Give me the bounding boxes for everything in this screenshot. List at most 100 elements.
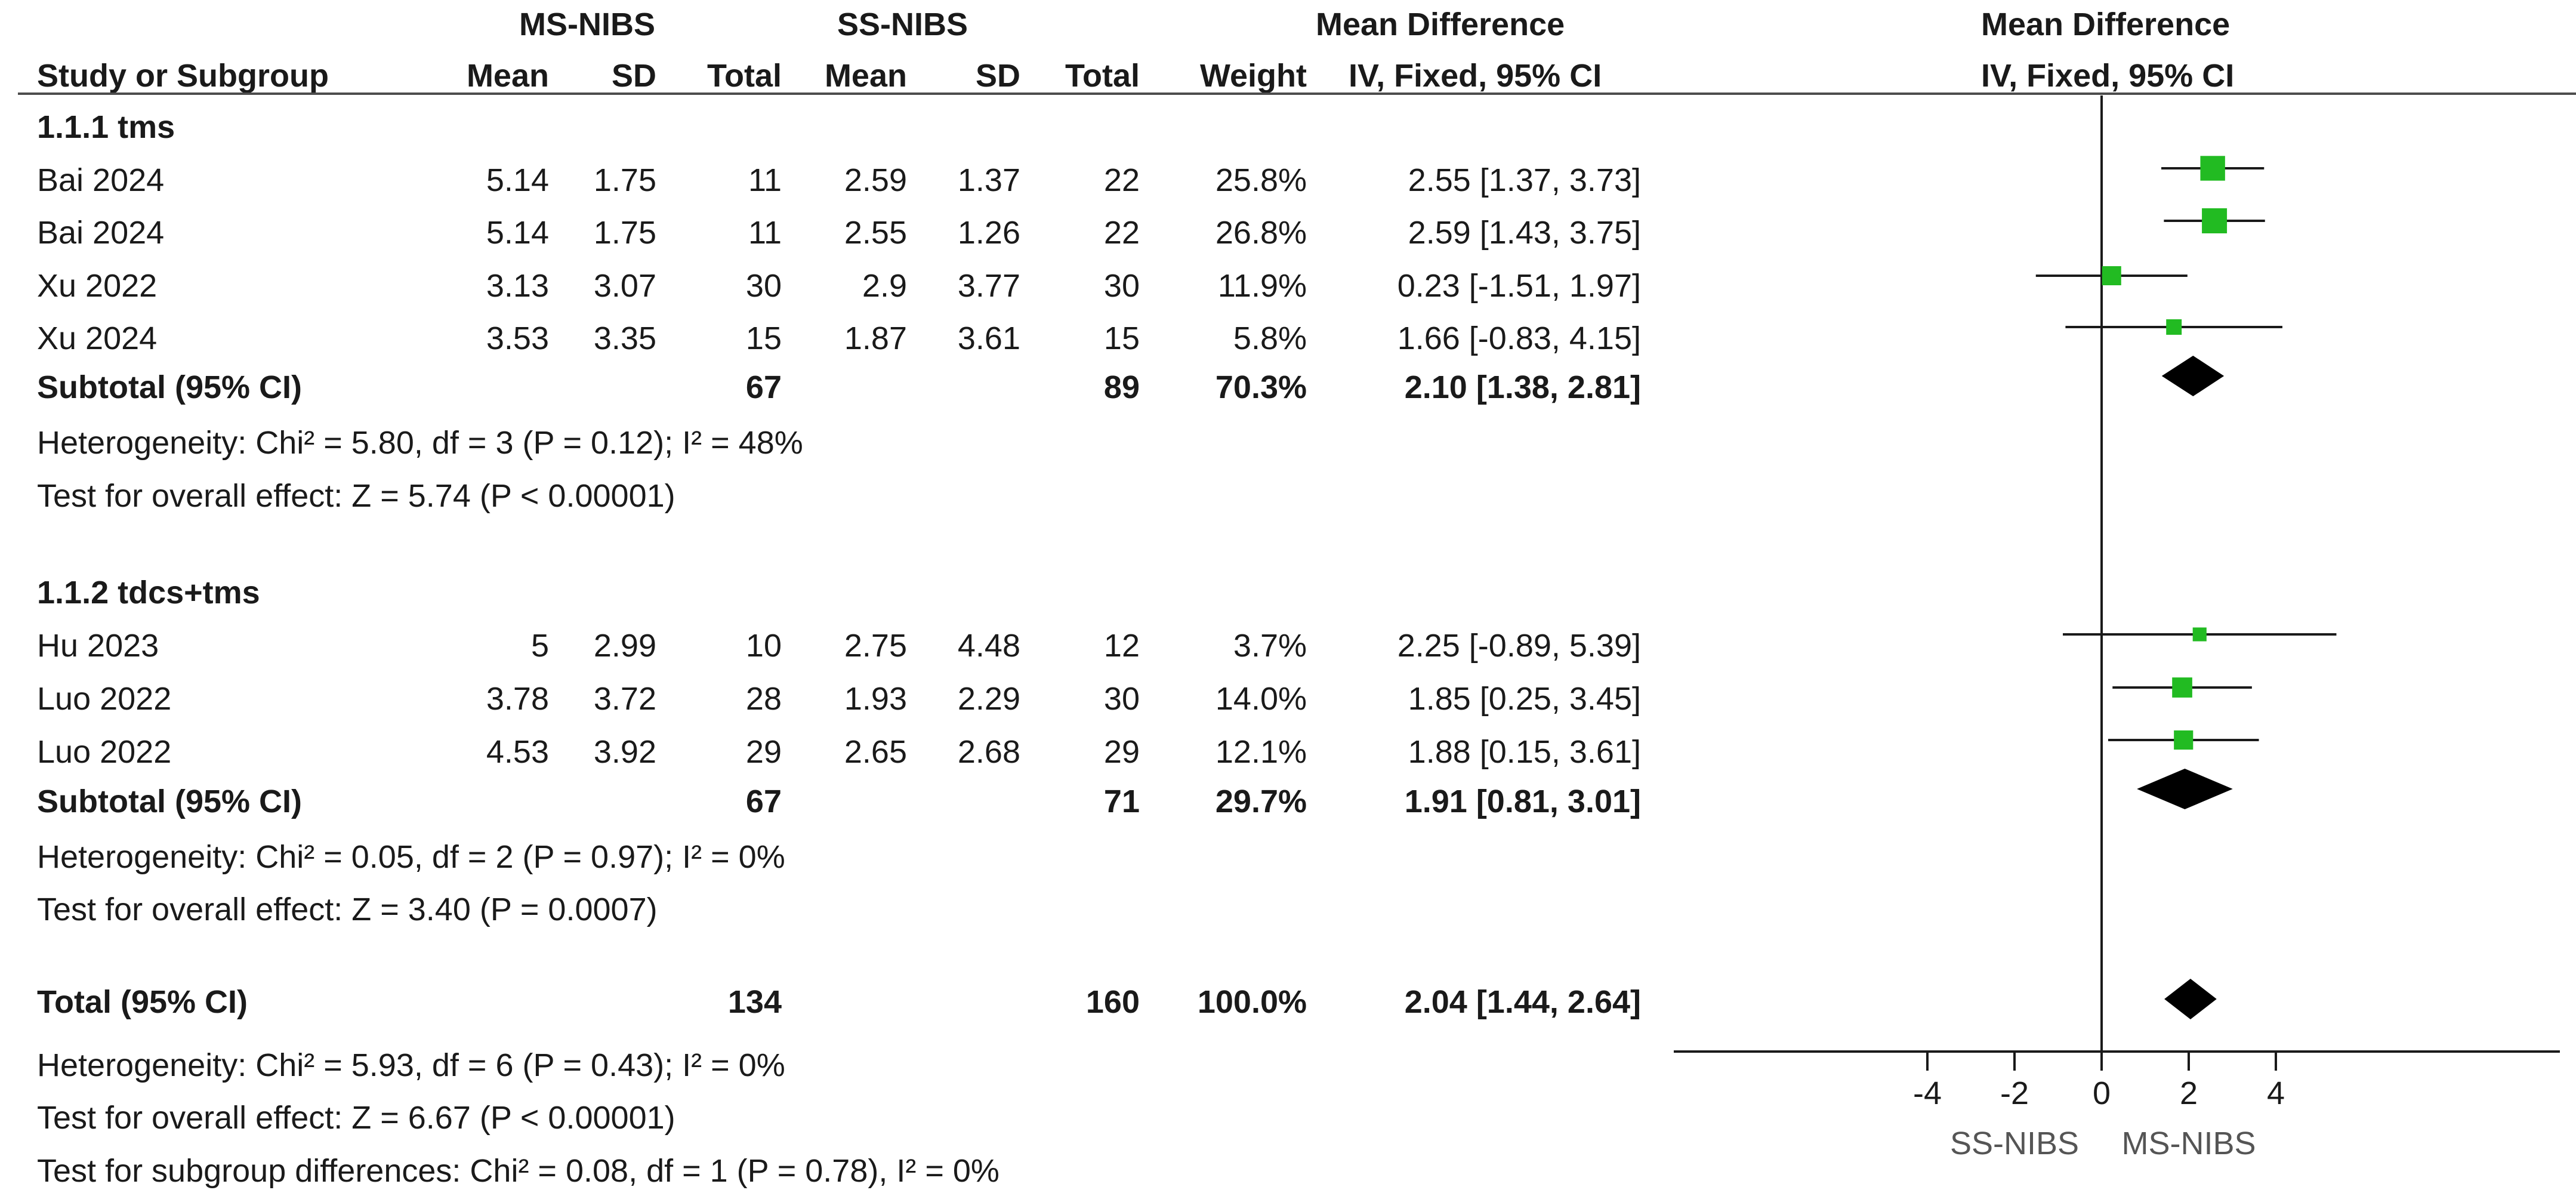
subtotal-ci: 1.91 [0.81, 3.01] (1404, 784, 1641, 819)
col-mean-exp: Mean (466, 58, 549, 94)
table-row: Hu 2023 5 2.99 10 2.75 4.48 12 3.7% 2.25… (0, 630, 1671, 665)
mean-ctrl: 2.65 (844, 734, 907, 770)
mean-ctrl: 2.59 (844, 162, 907, 198)
effect-ci: 2.55 [1.37, 3.73] (1408, 162, 1641, 198)
total-n-exp: 134 (727, 984, 782, 1020)
total-ctrl: 30 (1103, 681, 1140, 717)
subtotal-weight: 70.3% (1215, 369, 1307, 405)
mean-exp: 5.14 (486, 215, 549, 251)
total-weight: 100.0% (1197, 984, 1307, 1020)
effect-ci: 1.66 [-0.83, 4.15] (1397, 320, 1641, 356)
study-name: Bai 2024 (37, 215, 165, 251)
mean-ctrl: 2.55 (844, 215, 907, 251)
weight: 14.0% (1215, 681, 1307, 717)
total-ctrl: 29 (1103, 734, 1140, 770)
weight: 11.9% (1217, 268, 1307, 304)
study-name: Luo 2022 (37, 681, 172, 717)
effect-ci: 1.88 [0.15, 3.61] (1408, 734, 1641, 770)
mean-ctrl: 1.93 (844, 681, 907, 717)
heterogeneity-text: Heterogeneity: Chi² = 0.05, df = 2 (P = … (37, 839, 785, 875)
x-tick-label: -2 (2000, 1075, 2029, 1111)
ctrl-group-header: SS-NIBS (837, 7, 968, 42)
mean-ctrl: 1.87 (844, 320, 907, 356)
total-ctrl: 22 (1103, 162, 1140, 198)
weight: 3.7% (1233, 628, 1307, 664)
overall-effect-text: Test for overall effect: Z = 3.40 (P = 0… (37, 892, 658, 927)
effect-marker (2192, 627, 2207, 642)
plot-header: Mean Difference (1981, 7, 2231, 42)
mean-exp: 5 (530, 628, 549, 664)
table-row: Bai 2024 5.14 1.75 11 2.55 1.26 22 26.8%… (0, 217, 1671, 252)
total-exp: 10 (745, 628, 782, 664)
sd-ctrl: 2.68 (957, 734, 1020, 770)
effect-marker (2200, 156, 2225, 181)
x-tick-label: 4 (2267, 1075, 2285, 1111)
effect-ci: 1.85 [0.25, 3.45] (1408, 681, 1641, 717)
summary-diamond (2161, 356, 2225, 396)
total-exp: 11 (748, 162, 782, 198)
total-n-ctrl: 160 (1085, 984, 1140, 1020)
effect-marker (2202, 208, 2228, 233)
subtotal-total-ctrl: 89 (1103, 369, 1140, 405)
study-name: Bai 2024 (37, 162, 165, 198)
sd-ctrl: 2.29 (957, 681, 1020, 717)
total-exp: 28 (745, 681, 782, 717)
sd-ctrl: 1.37 (957, 162, 1020, 198)
total-ctrl: 12 (1103, 628, 1140, 664)
header-rule (18, 93, 2576, 95)
effect-ci: 2.25 [-0.89, 5.39] (1397, 628, 1641, 664)
total-row: Total (95% CI) 134 160 100.0% 2.04 [1.44… (0, 986, 1671, 1022)
subtotal-total-exp: 67 (745, 369, 782, 405)
plot-ci-header: IV, Fixed, 95% CI (1981, 58, 2235, 94)
total-exp: 15 (745, 320, 782, 356)
total-overall-effect-text: Test for overall effect: Z = 6.67 (P < 0… (37, 1100, 675, 1136)
table-row: Xu 2022 3.13 3.07 30 2.9 3.77 30 11.9% 0… (0, 270, 1671, 306)
sd-exp: 1.75 (593, 215, 656, 251)
total-ci: 2.04 [1.44, 2.64] (1404, 984, 1641, 1020)
table-row: Luo 2022 3.78 3.72 28 1.93 2.29 30 14.0%… (0, 683, 1671, 719)
study-name: Luo 2022 (37, 734, 172, 770)
total-ctrl: 30 (1103, 268, 1140, 304)
effect-marker (2174, 730, 2194, 750)
summary-diamond (2164, 979, 2217, 1019)
sd-exp: 3.35 (593, 320, 656, 356)
col-sd-ctrl: SD (975, 58, 1020, 94)
x-tick-label: -4 (1913, 1075, 1942, 1111)
total-ctrl: 22 (1103, 215, 1140, 251)
effect-marker (2172, 677, 2192, 698)
table-row: Luo 2022 4.53 3.92 29 2.65 2.68 29 12.1%… (0, 736, 1671, 772)
col-total-exp: Total (707, 58, 782, 94)
effect-marker (2102, 266, 2121, 285)
sd-ctrl: 3.77 (957, 268, 1020, 304)
total-exp: 11 (748, 215, 782, 251)
col-study: Study or Subgroup (37, 58, 329, 94)
study-name: Hu 2023 (37, 628, 159, 664)
col-mean-ctrl: Mean (824, 58, 907, 94)
subtotal-total-exp: 67 (745, 784, 782, 819)
mean-exp: 5.14 (486, 162, 549, 198)
sd-ctrl: 4.48 (957, 628, 1020, 664)
study-name: Xu 2024 (37, 320, 158, 356)
group-label: 1.1.1 tms (37, 109, 175, 145)
col-sd-exp: SD (611, 58, 656, 94)
sd-exp: 3.92 (593, 734, 656, 770)
subtotal-label: Subtotal (95% CI) (37, 369, 303, 405)
weight: 25.8% (1215, 162, 1307, 198)
effect-ci: 0.23 [-1.51, 1.97] (1397, 268, 1641, 304)
weight: 5.8% (1233, 320, 1307, 356)
x-tick-label: 2 (2180, 1075, 2198, 1111)
exp-group-header: MS-NIBS (519, 7, 655, 42)
mean-ctrl: 2.75 (844, 628, 907, 664)
sd-exp: 3.72 (593, 681, 656, 717)
x-tick-label: 0 (2093, 1075, 2111, 1111)
mean-exp: 3.13 (486, 268, 549, 304)
sd-exp: 3.07 (593, 268, 656, 304)
study-name: Xu 2022 (37, 268, 158, 304)
favours-right-label: MS-NIBS (2121, 1126, 2256, 1161)
subtotal-row: Subtotal (95% CI) 67 89 70.3% 2.10 [1.38… (0, 371, 1671, 407)
total-label: Total (95% CI) (37, 984, 248, 1020)
group-label: 1.1.2 tdcs+tms (37, 575, 260, 611)
summary-diamond (2137, 769, 2233, 809)
col-total-ctrl: Total (1065, 58, 1140, 94)
